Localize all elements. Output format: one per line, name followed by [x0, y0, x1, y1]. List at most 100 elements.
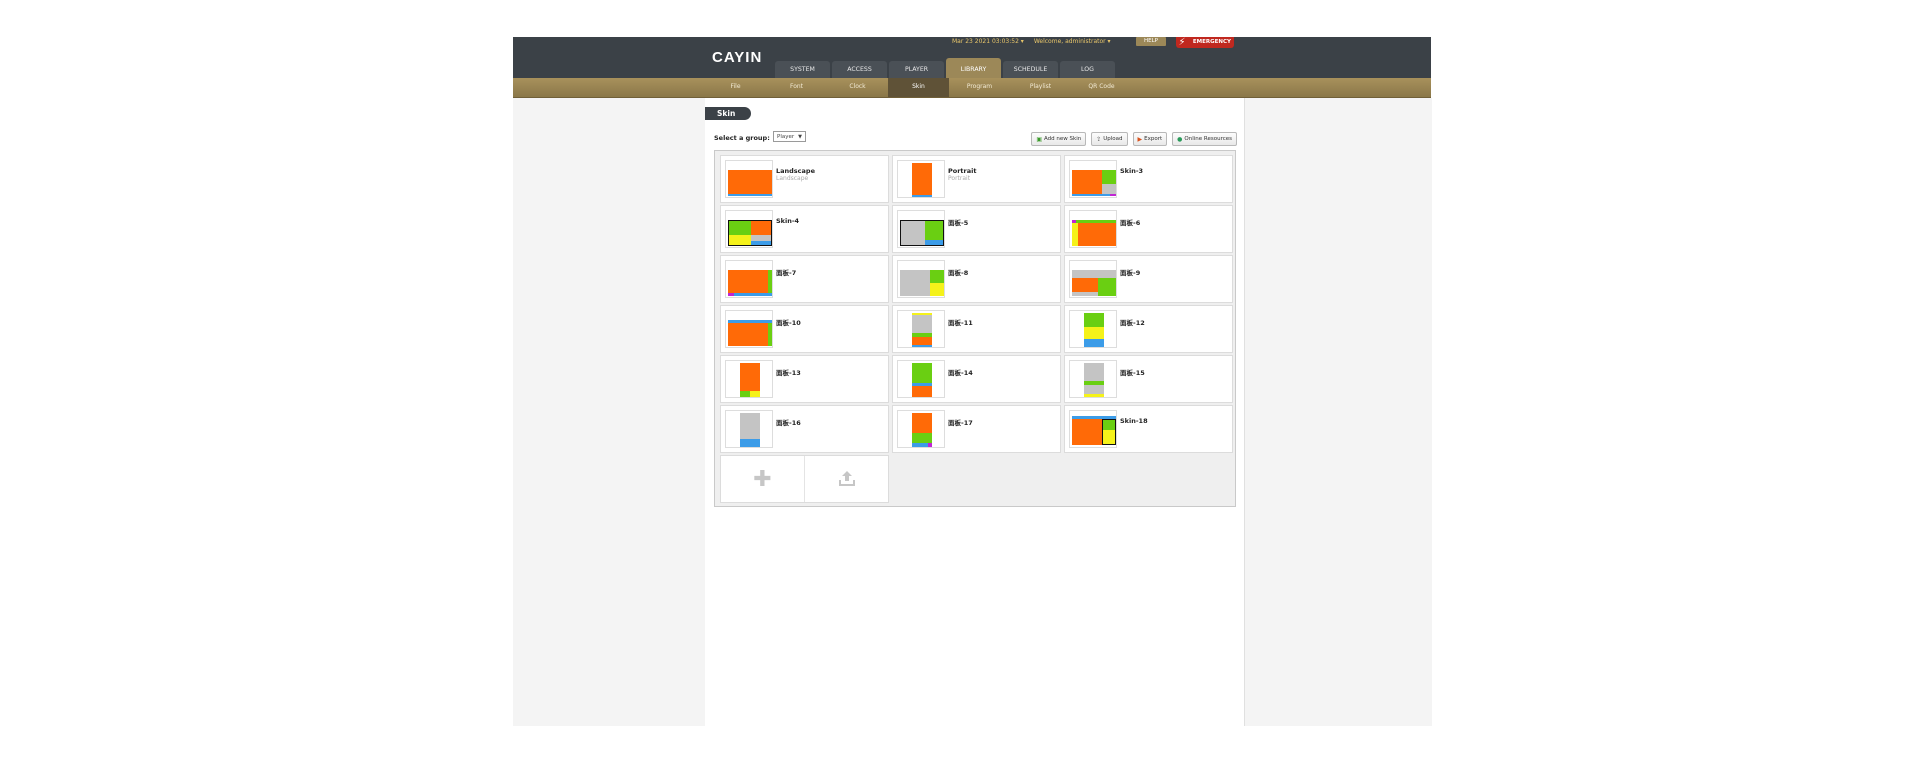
skin-card[interactable]: 面板-16	[720, 405, 889, 453]
skin-card[interactable]: 面板-13	[720, 355, 889, 403]
zone	[1072, 170, 1102, 194]
lightning-icon: ⚡	[1178, 37, 1186, 48]
emergency-button[interactable]: ⚡ EMERGENCY	[1176, 37, 1234, 48]
skin-card[interactable]: 面板-7	[720, 255, 889, 303]
emergency-label: EMERGENCY	[1192, 39, 1231, 45]
zone	[928, 443, 932, 447]
subtab-clock[interactable]: Clock	[849, 83, 866, 90]
zone	[912, 195, 932, 197]
tab-player[interactable]: PLAYER	[889, 61, 944, 78]
zone	[1084, 394, 1104, 397]
zone	[751, 235, 771, 241]
subtab-playlist[interactable]: Playlist	[1029, 83, 1052, 90]
zone	[1072, 194, 1110, 196]
zone	[912, 315, 932, 333]
add-new-skin-label: Add new Skin	[1044, 135, 1082, 142]
zone	[1103, 430, 1115, 444]
skin-subtitle: Portrait	[948, 175, 971, 182]
skin-card[interactable]: 面板-6	[1064, 205, 1233, 253]
skin-card[interactable]: 面板-15	[1064, 355, 1233, 403]
skin-card[interactable]: Skin-18	[1064, 405, 1233, 453]
help-label: HELP	[1144, 38, 1158, 44]
skin-thumbnail	[1069, 410, 1117, 448]
online-resources-label: Online Resources	[1184, 135, 1232, 142]
zone	[740, 413, 760, 439]
tab-schedule[interactable]: SCHEDULE	[1003, 61, 1058, 78]
zone	[912, 337, 932, 345]
action-bar: ▣ Add new Skin ⇪ Upload ▶ Export ● Online Re…	[1031, 132, 1237, 146]
zone	[1072, 419, 1102, 445]
tab-access[interactable]: ACCESS	[832, 61, 887, 78]
cayin-logo: CAYIN	[712, 49, 763, 66]
zone	[1084, 339, 1104, 347]
main-nav: SYSTEM ACCESS PLAYER LIBRARY SCHEDULE LO…	[775, 58, 1115, 78]
zone	[751, 241, 771, 245]
add-new-skin-button[interactable]: ▣ Add new Skin	[1031, 132, 1087, 146]
subtab-font[interactable]: Font	[789, 83, 804, 90]
help-button[interactable]: HELP	[1136, 37, 1166, 46]
skin-card[interactable]: 面板-10	[720, 305, 889, 353]
zone	[901, 221, 925, 245]
globe-icon: ●	[1177, 135, 1183, 143]
group-select[interactable]: Player ▼	[773, 131, 806, 142]
upload-skin-tile[interactable]	[805, 456, 888, 502]
skin-name: 面板-11	[948, 319, 973, 327]
skin-thumbnail	[725, 310, 773, 348]
zone	[740, 363, 760, 391]
skin-name: 面板-10	[776, 319, 801, 327]
plus-icon: ✚	[753, 466, 772, 492]
skin-name: 面板-9	[1120, 269, 1141, 277]
skin-card[interactable]: Skin-3	[1064, 155, 1233, 203]
tab-log[interactable]: LOG	[1060, 61, 1115, 78]
top-bar: CAYIN Mar 23 2021 03:03:52 ▾ Welcome, ad…	[513, 37, 1431, 79]
skin-name: 面板-17	[948, 419, 973, 427]
skin-thumbnail	[1069, 260, 1117, 298]
skin-card[interactable]: Portrait Portrait	[892, 155, 1061, 203]
skin-card[interactable]: 面板-12	[1064, 305, 1233, 353]
skin-card[interactable]: Landscape Landscape	[720, 155, 889, 203]
skin-name: 面板-8	[948, 269, 969, 277]
skin-thumbnail	[725, 360, 773, 398]
skin-thumbnail	[1069, 210, 1117, 248]
tab-system[interactable]: SYSTEM	[775, 61, 830, 78]
zone	[925, 240, 943, 245]
group-select-value: Player	[777, 134, 795, 140]
skin-card[interactable]: 面板-5	[892, 205, 1061, 253]
welcome-menu[interactable]: Welcome, administrator ▾	[1033, 38, 1111, 45]
export-arrow-icon: ▶	[1137, 135, 1143, 143]
skin-name: 面板-16	[776, 419, 801, 427]
skin-card[interactable]: Skin-4	[720, 205, 889, 253]
zone	[925, 221, 943, 240]
datetime-menu[interactable]: Mar 23 2021 03:03:52 ▾	[952, 38, 1024, 45]
zone	[729, 235, 751, 245]
skin-thumbnail	[897, 210, 945, 248]
skin-card[interactable]: 面板-8	[892, 255, 1061, 303]
zone	[728, 293, 734, 296]
skin-card[interactable]: 面板-11	[892, 305, 1061, 353]
skin-name: 面板-6	[1120, 219, 1141, 227]
zone	[900, 270, 930, 296]
skin-name: 面板-7	[776, 269, 797, 277]
subtab-qr-code[interactable]: QR Code	[1088, 83, 1115, 90]
app-window: CAYIN Mar 23 2021 03:03:52 ▾ Welcome, ad…	[513, 37, 1432, 726]
skin-card[interactable]: 面板-17	[892, 405, 1061, 453]
online-resources-button[interactable]: ● Online Resources	[1172, 132, 1237, 146]
zone	[751, 221, 771, 235]
add-skin-tile[interactable]: ✚	[721, 456, 805, 502]
tab-library[interactable]: LIBRARY	[946, 58, 1001, 78]
subtab-skin[interactable]: Skin	[888, 78, 949, 97]
zone	[768, 323, 772, 346]
skin-card[interactable]: 面板-9	[1064, 255, 1233, 303]
sub-nav-bar: File Font Clock Skin Program Playlist QR…	[513, 78, 1431, 98]
zone	[728, 170, 772, 194]
add-square-icon: ▣	[1036, 135, 1043, 143]
export-button[interactable]: ▶ Export	[1132, 132, 1168, 146]
skin-name: Landscape	[776, 167, 815, 175]
skin-thumbnail	[725, 410, 773, 448]
skin-card[interactable]: 面板-14	[892, 355, 1061, 403]
upload-button[interactable]: ⇪ Upload	[1091, 132, 1128, 146]
skin-grid-panel: Landscape Landscape Portrait Portrait	[714, 150, 1236, 507]
subtab-program[interactable]: Program	[966, 83, 993, 90]
zone	[728, 194, 772, 196]
subtab-file[interactable]: File	[730, 83, 741, 90]
